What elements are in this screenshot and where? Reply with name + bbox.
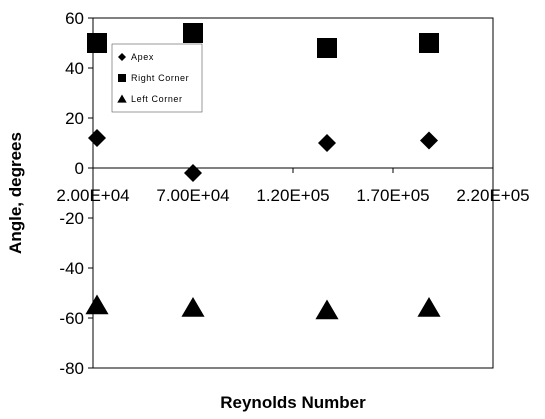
data-point-square: [317, 38, 337, 58]
x-axis-title: Reynolds Number: [220, 393, 366, 412]
x-axis-ticks: 2.00E+04 7.00E+04 1.20E+05 1.70E+05 2.20E+05: [56, 168, 530, 205]
data-point-diamond: [420, 131, 438, 150]
legend-square-icon: [118, 74, 126, 82]
y-tick-label: -60: [59, 309, 84, 328]
data-point-triangle: [417, 297, 441, 317]
y-tick-label: 40: [65, 59, 84, 78]
data-point-square: [183, 23, 203, 43]
x-tick-label: 7.00E+04: [156, 186, 229, 205]
data-point-triangle: [85, 294, 109, 315]
y-tick-label: -80: [59, 359, 84, 378]
y-tick-label: 60: [65, 9, 84, 28]
legend-triangle-icon: [117, 94, 127, 103]
y-tick-label: -40: [59, 259, 84, 278]
data-point-square: [419, 33, 439, 53]
legend-label: Left Corner: [131, 94, 183, 104]
legend-label: Apex: [131, 52, 154, 62]
legend-box: [111, 43, 203, 113]
data-point-diamond: [318, 134, 336, 152]
data-point-triangle: [315, 299, 339, 320]
y-axis-title: Angle, degrees: [6, 132, 25, 254]
legend-diamond-icon: [118, 53, 126, 61]
x-tick-label: 2.20E+05: [456, 186, 529, 205]
x-tick-label: 2.00E+04: [56, 186, 129, 205]
x-tick-label: 1.70E+05: [356, 186, 429, 205]
x-tick-label: 1.20E+05: [256, 186, 329, 205]
y-tick-label: 0: [75, 159, 84, 178]
data-point-triangle: [181, 297, 205, 317]
data-point-diamond: [88, 129, 106, 147]
y-axis-ticks: 60 40 20 0 -20 -40 -60 -80: [59, 9, 93, 378]
legend: Apex Right Corner Left Corner: [111, 43, 203, 113]
data-markers: [85, 23, 441, 320]
y-tick-label: -20: [59, 209, 84, 228]
y-tick-label: 20: [65, 109, 84, 128]
legend-label: Right Corner: [131, 73, 189, 83]
data-point-diamond: [184, 164, 202, 182]
data-point-square: [87, 33, 107, 53]
